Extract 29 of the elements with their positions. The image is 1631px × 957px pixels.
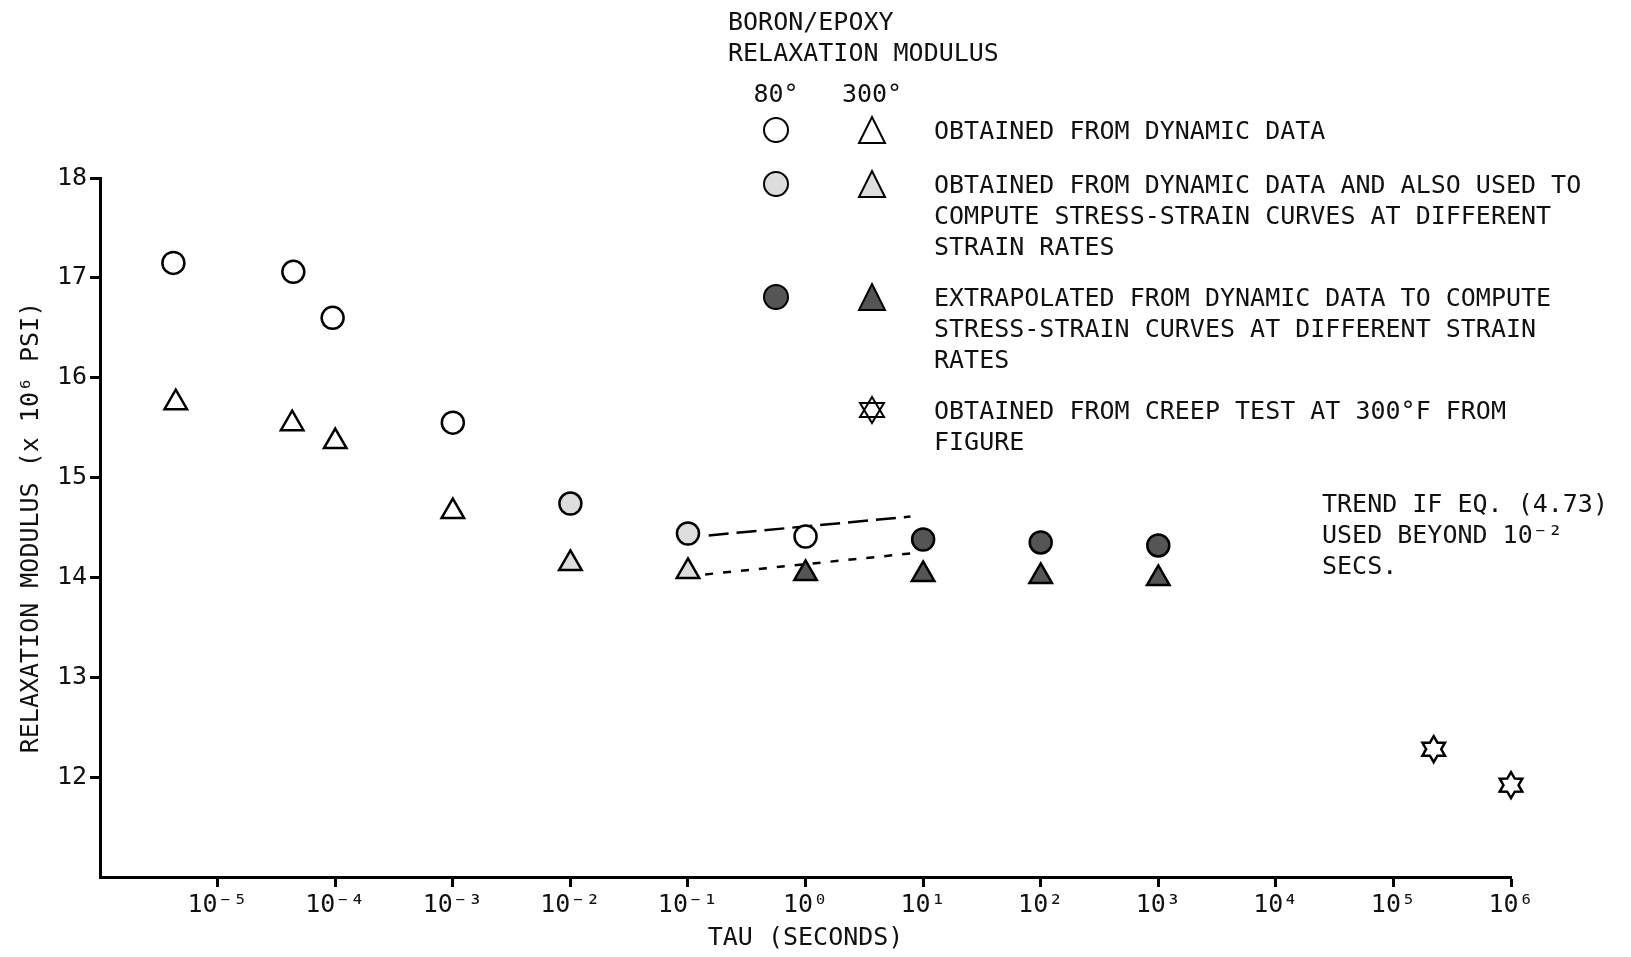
y-tick-label: 15 bbox=[56, 461, 88, 491]
annotation: OBTAINED FROM DYNAMIC DATA AND ALSO USED TO COMPUTE STRESS-STRAIN CURVES AT DIFFERENT STRAIN RATES bbox=[934, 169, 1583, 262]
x-tick-label: 10⁰ bbox=[782, 888, 829, 918]
y-tick-label: 18 bbox=[56, 161, 88, 191]
x-tick-label: 10⁻² bbox=[540, 888, 601, 918]
y-tick-label: 16 bbox=[56, 361, 88, 391]
x-tick-label: 10⁵ bbox=[1370, 888, 1416, 918]
y-tick-label: 17 bbox=[56, 261, 88, 291]
x-tick-label: 10⁶ bbox=[1488, 888, 1534, 918]
x-tick-label: 10⁻¹ bbox=[657, 888, 719, 918]
y-tick-label: 14 bbox=[56, 560, 88, 590]
y-tick-label: 12 bbox=[56, 760, 88, 790]
x-tick-label: 10⁻⁴ bbox=[305, 888, 366, 918]
text: OBTAINED FROM DYNAMIC DATA bbox=[934, 115, 1327, 146]
annotation: EXTRAPOLATED FROM DYNAMIC DATA TO COMPUTE STRESS-STRAIN CURVES AT DIFFERENT STRAIN RATES bbox=[934, 282, 1553, 375]
x-tick-label: 10⁻³ bbox=[422, 888, 483, 918]
x-tick-label: 10³ bbox=[1135, 888, 1181, 918]
text: 80° bbox=[752, 78, 800, 109]
x-axis-title: TAU (SECONDS) bbox=[707, 921, 904, 951]
annotation: OBTAINED FROM CREEP TEST AT 300°F FROM FIGURE bbox=[934, 395, 1507, 457]
y-axis-title: RELAXATION MODULUS (x 10⁶ PSI) bbox=[14, 301, 44, 754]
annotation: TREND IF EQ. (4.73) USED BEYOND 10⁻² SECS. bbox=[1322, 488, 1609, 581]
x-tick-label: 10⁴ bbox=[1253, 888, 1299, 918]
text: 300° bbox=[840, 78, 904, 109]
x-tick-label: 10⁻⁵ bbox=[187, 888, 248, 918]
x-tick-label: 10² bbox=[1018, 888, 1064, 918]
x-tick-label: 10¹ bbox=[900, 888, 946, 918]
y-tick-label: 13 bbox=[56, 660, 88, 690]
chart-title: BORON/EPOXY RELAXATION MODULUS bbox=[728, 6, 999, 68]
